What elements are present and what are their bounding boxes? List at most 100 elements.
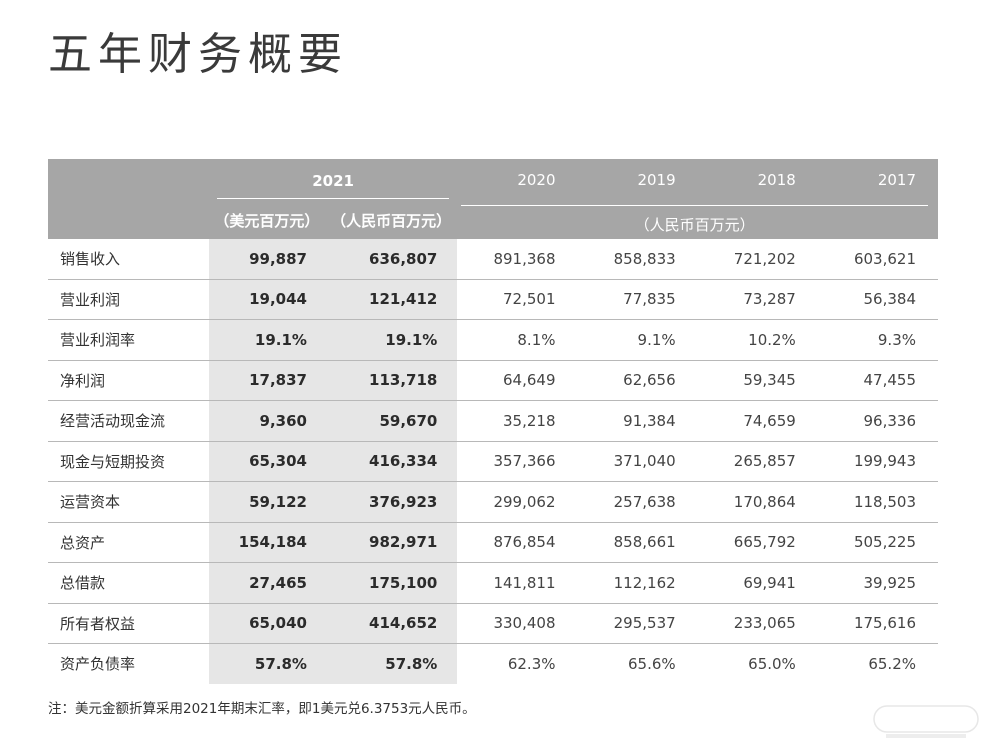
cell-2020: 891,368 [457,239,578,280]
cell-2019: 91,384 [577,400,698,442]
cell-2017: 118,503 [817,481,938,523]
financial-summary-table: 2021 2020 2019 2018 2017 （美元百万元） （人民币百万元… [48,159,938,684]
cell-2018: 65.0% [748,654,796,673]
cell-2019: 77,835 [577,279,698,320]
cell-2017: 39,925 [817,562,938,604]
financial-summary-table-wrapper: 2021 2020 2019 2018 2017 （美元百万元） （人民币百万元… [48,159,938,684]
footnote: 注：美元金额折算采用2021年期末汇率，即1美元兑6.3753元人民币。 [48,701,476,717]
cell-2020: 8.1% [457,319,578,361]
header-unit-rmb-other-years: （人民币百万元） [457,201,938,239]
header-year-2018: 2018 [697,159,818,201]
table-row: 销售收入 99,887 636,807 891,368 858,833 721,202 60… [48,239,938,280]
header-empty-cell [48,159,209,201]
cell-2020: 35,218 [457,400,578,442]
cell-2018: 233,065 [697,603,818,644]
cell-2020: 62.3% [507,654,556,673]
cell-2020: 876,854 [457,522,578,563]
cell-2018: 69,941 [697,562,818,604]
cell-2019: 257,638 [577,481,698,523]
page-title: 五年财务概要 [48,29,348,80]
cell-2018: 74,659 [697,400,818,442]
cell-2019: 858,661 [577,522,698,563]
cell-2021-rmb: 113,718 [324,360,458,401]
cell-2019: 65.6% [628,654,676,673]
row-label: 营业利润 [48,279,209,320]
cell-2020: 330,408 [457,603,578,644]
cell-2021-rmb: 416,334 [324,441,458,482]
cell-2021-usd: 17,837 [208,360,325,401]
header-unit-usd: （美元百万元） [208,201,325,239]
table-row: 资产负债率 57.8% 57.8% 62.3% 65.6% 65.0% 65.2% [48,643,938,684]
row-label: 总借款 [48,562,209,604]
cell-2021-rmb: 376,923 [324,481,458,523]
table-row: 运营资本 59,122 376,923 299,062 257,638 170,864 11… [48,481,938,523]
table-row: 所有者权益 65,040 414,652 330,408 295,537 233,065 1… [48,603,938,644]
cell-2021-usd: 65,040 [208,603,325,644]
table-row: 经营活动现金流 9,360 59,670 35,218 91,384 74,659 96,3… [48,400,938,442]
cell-2019: 295,537 [577,603,698,644]
row-label: 净利润 [48,360,209,401]
table-body: 销售收入 99,887 636,807 891,368 858,833 721,202 60… [48,239,938,684]
row-label: 所有者权益 [48,603,209,644]
cell-2021-usd: 19.1% [208,319,325,361]
cell-2017: 199,943 [817,441,938,482]
row-label: 销售收入 [48,239,209,280]
cell-2020: 299,062 [457,481,578,523]
cell-2021-usd: 9,360 [208,400,325,442]
cell-2019: 62,656 [577,360,698,401]
cell-2019: 371,040 [577,441,698,482]
cell-2020: 64,649 [457,360,578,401]
header-year-2020: 2020 [457,159,578,201]
cell-2020: 357,366 [457,441,578,482]
cell-2017: 56,384 [817,279,938,320]
header-year-2019: 2019 [577,159,698,201]
cell-2021-rmb: 19.1% [324,319,458,361]
cell-2021-rmb: 636,807 [324,239,458,280]
watermark-logo [873,705,979,738]
header-year-row: 2021 2020 2019 2018 2017 [48,159,938,201]
cell-2021-rmb: 414,652 [324,603,458,644]
cell-2021-usd: 57.8% [208,643,325,684]
table-row: 净利润 17,837 113,718 64,649 62,656 59,345 47,455 [48,360,938,401]
cell-2021-usd: 99,887 [208,239,325,280]
row-label: 现金与短期投资 [48,441,209,482]
cell-2017: 175,616 [817,603,938,644]
cell-2017: 9.3% [817,319,938,361]
row-label: 营业利润率 [48,319,209,361]
cell-2019: 858,833 [577,239,698,280]
cell-2017: 65.2% [868,654,916,673]
cell-2019: 112,162 [577,562,698,604]
cell-2021-rmb: 121,412 [324,279,458,320]
row-label: 资产负债率 [60,655,136,674]
header-unit-rmb-other-label: （人民币百万元） [461,205,928,235]
table-row: 现金与短期投资 65,304 416,334 357,366 371,040 265,85… [48,441,938,482]
cell-2021-rmb: 982,971 [324,522,458,563]
cell-2017: 47,455 [817,360,938,401]
cell-2021-rmb: 57.8% [324,643,458,684]
cell-2020: 141,811 [457,562,578,604]
cell-2017: 505,225 [817,522,938,563]
cell-2021-rmb: 59,670 [324,400,458,442]
header-year-2017: 2017 [817,159,938,201]
cell-2021-usd: 59,122 [208,481,325,523]
cell-2021-usd: 65,304 [208,441,325,482]
cell-2021-usd: 27,465 [208,562,325,604]
table-row: 营业利润 19,044 121,412 72,501 77,835 73,287 56,38… [48,279,938,320]
header-year-2021: 2021 [208,159,458,201]
cell-2018: 265,857 [697,441,818,482]
header-unit-row: （美元百万元） （人民币百万元） （人民币百万元） [48,201,938,239]
cell-2017: 603,621 [817,239,938,280]
header-year-2021-label: 2021 [216,162,450,199]
cell-2017: 96,336 [817,400,938,442]
cell-2018: 73,287 [697,279,818,320]
cell-2018: 721,202 [697,239,818,280]
row-label: 总资产 [48,522,209,563]
cell-2021-rmb: 175,100 [324,562,458,604]
table-row: 总资产 154,184 982,971 876,854 858,661 665,792 50… [48,522,938,563]
row-label: 运营资本 [48,481,209,523]
header-empty-cell [48,201,209,239]
row-label: 经营活动现金流 [48,400,209,442]
header-unit-rmb-2021: （人民币百万元） [324,201,458,239]
cell-2019: 9.1% [577,319,698,361]
cell-2021-usd: 19,044 [208,279,325,320]
